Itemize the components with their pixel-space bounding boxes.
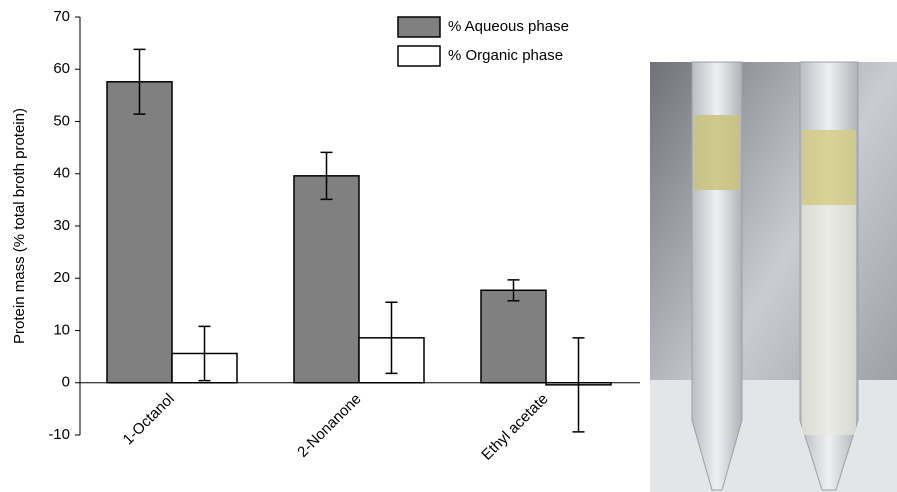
chart: Protein mass (% total broth protein) -10… [0,0,897,492]
y-tick-label: 70 [53,8,70,25]
y-tick-label: 60 [53,60,70,77]
y-tick-label: -10 [48,426,70,443]
y-tick-label: 40 [53,165,70,182]
photo [650,62,897,492]
legend-label: % Aqueous phase [448,18,569,35]
x-tick-label: 2-Nonanone [294,390,364,460]
legend-label: % Organic phase [448,47,563,64]
y-axis-label: Protein mass (% total broth protein) [11,108,28,344]
y-tick-label: 0 [62,374,70,391]
y-tick-label: 10 [53,321,70,338]
y-tick-label: 30 [53,217,70,234]
x-tick-label: 1-Octanol [120,390,178,448]
bar [481,290,546,382]
y-tick-label: 20 [53,269,70,286]
bar [107,82,172,383]
legend-swatch [398,17,440,37]
x-tick-label: Ethyl acetate [478,390,551,463]
y-tick-label: 50 [53,112,70,129]
legend-swatch [398,46,440,66]
bar [294,176,359,383]
